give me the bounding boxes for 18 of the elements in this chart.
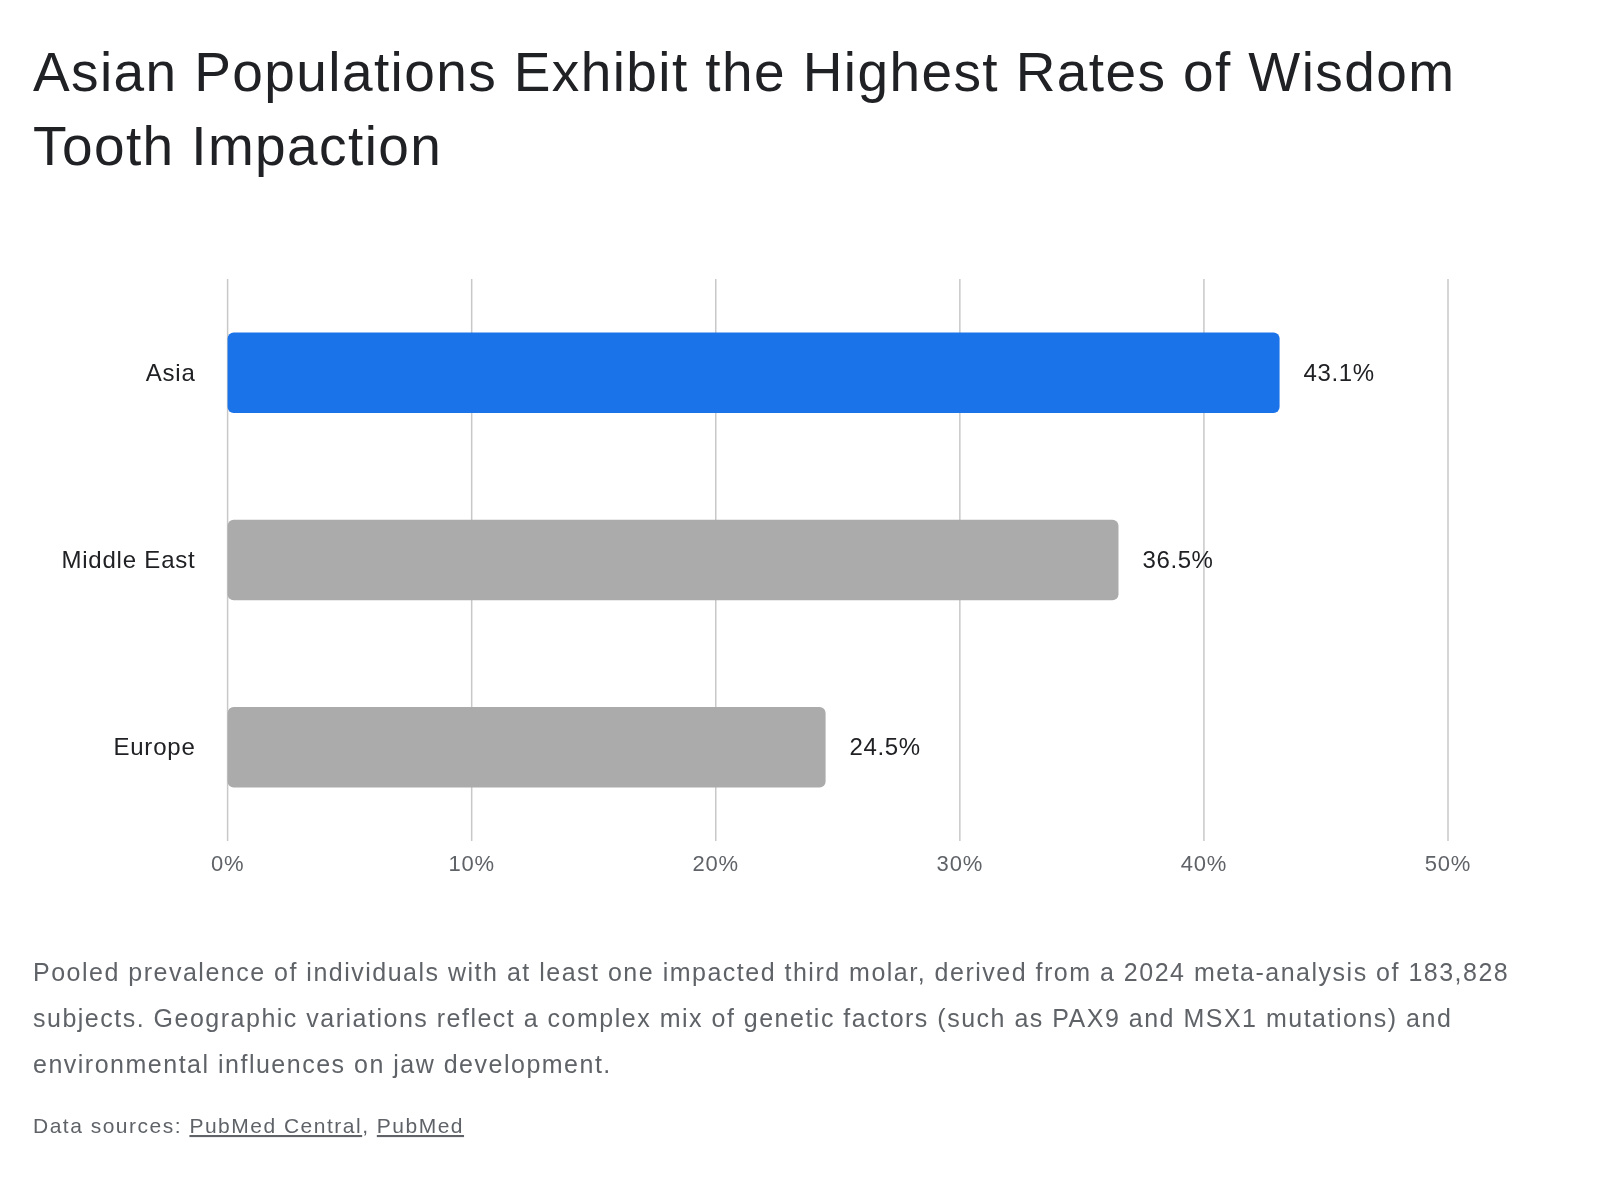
data-label: 36.5% xyxy=(1142,546,1214,573)
x-tick-label: 0% xyxy=(210,851,245,876)
bar xyxy=(227,332,1280,413)
bar xyxy=(227,707,826,788)
y-tick-label: Europe xyxy=(113,733,196,761)
x-tick-label: 10% xyxy=(448,851,495,876)
x-tick-label: 40% xyxy=(1180,851,1228,876)
x-tick-label: 30% xyxy=(936,851,984,876)
y-tick-label: Asia xyxy=(145,358,196,386)
chart-title: Asian Populations Exhibit the Highest Rates of Wisdom Tooth Impaction xyxy=(33,41,1456,177)
data-label: 24.5% xyxy=(849,733,921,761)
x-tick-label: 20% xyxy=(692,851,739,876)
x-tick-label: 50% xyxy=(1424,851,1472,876)
text: Pooled prevalence of individuals with at least one impacted third molar, derived from a 2024 meta-analysis of 183,828 subjects. Geographic variations reflect a complex mix of genetic factors (such as PAX9 and MSX1 mutations) and environmental influences on jaw development. xyxy=(33,958,1510,1078)
y-tick-label: Middle East xyxy=(61,546,196,573)
text: Data sources: PubMed Central, PubMed xyxy=(33,1114,465,1137)
data-label: 43.1% xyxy=(1303,358,1375,386)
bar xyxy=(227,519,1119,601)
